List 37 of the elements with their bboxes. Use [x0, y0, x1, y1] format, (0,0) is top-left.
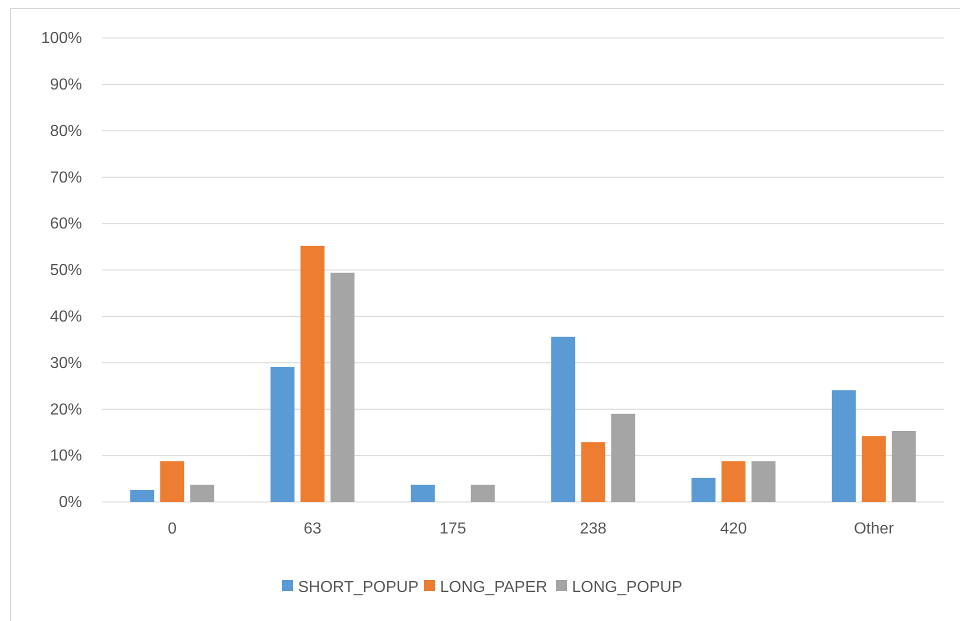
y-tick-label: 20%: [50, 401, 82, 418]
x-tick-label: 0: [168, 520, 177, 538]
y-tick-label: 40%: [50, 308, 82, 326]
bar: [581, 442, 606, 502]
bar: [270, 366, 294, 502]
bar: [410, 484, 435, 502]
bar: [722, 461, 746, 502]
legend-label: LONG_POPUP: [572, 579, 682, 596]
bar: [611, 414, 636, 502]
bar: [892, 431, 916, 502]
bar: [190, 484, 214, 502]
bar: [470, 484, 495, 502]
y-tick-label: 50%: [50, 262, 82, 280]
y-tick-label: 90%: [50, 76, 82, 94]
bar: [551, 336, 576, 502]
y-tick-label: 60%: [50, 216, 82, 233]
bar: [862, 436, 886, 502]
bar: [752, 461, 776, 502]
legend-label: SHORT_POPUP: [298, 579, 419, 596]
bar: [832, 390, 856, 502]
bar: [160, 461, 184, 502]
y-tick-label: 30%: [50, 354, 82, 372]
x-tick-label: Other: [854, 520, 895, 538]
y-tick-label: 80%: [50, 122, 82, 140]
y-tick-label: 0%: [58, 494, 82, 512]
bar: [130, 490, 154, 502]
x-tick-label: 420: [720, 520, 747, 538]
bar: [692, 478, 716, 502]
x-tick-label: 238: [580, 520, 607, 538]
y-tick-label: 70%: [50, 169, 82, 186]
y-tick-label: 10%: [50, 448, 82, 465]
y-tick-label: 100%: [41, 30, 82, 48]
bar: [330, 272, 354, 502]
x-tick-label: 175: [439, 520, 466, 538]
legend-label: LONG_PAPER: [440, 579, 548, 596]
x-tick-label: 63: [304, 520, 322, 538]
bar: [300, 246, 324, 502]
